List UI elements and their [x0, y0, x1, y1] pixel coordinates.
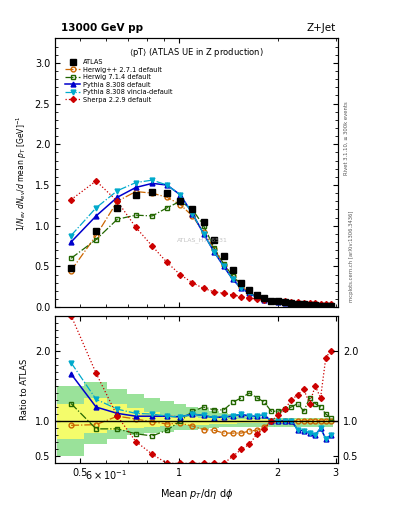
Text: Z+Jet: Z+Jet [307, 23, 336, 33]
Text: Rivet 3.1.10, ≥ 300k events: Rivet 3.1.10, ≥ 300k events [343, 101, 348, 175]
Text: ATLAS_H736531: ATLAS_H736531 [177, 237, 228, 243]
Text: $\langle$pT$\rangle$ (ATLAS UE in Z production): $\langle$pT$\rangle$ (ATLAS UE in Z prod… [129, 47, 264, 59]
Text: 13000 GeV pp: 13000 GeV pp [61, 23, 143, 33]
X-axis label: Mean $p_T$/d$\eta$ d$\phi$: Mean $p_T$/d$\eta$ d$\phi$ [160, 487, 233, 501]
Text: mcplots.cern.ch [arXiv:1306.3436]: mcplots.cern.ch [arXiv:1306.3436] [349, 210, 354, 302]
Y-axis label: Ratio to ATLAS: Ratio to ATLAS [20, 359, 29, 420]
Legend: ATLAS, Herwig++ 2.7.1 default, Herwig 7.1.4 default, Pythia 8.308 default, Pythi: ATLAS, Herwig++ 2.7.1 default, Herwig 7.… [64, 58, 174, 104]
Y-axis label: $1/N_{ev}\ dN_{ev}/d\ \mathrm{mean}\ p_T\ [\mathrm{GeV}]^{-1}$: $1/N_{ev}\ dN_{ev}/d\ \mathrm{mean}\ p_T… [15, 115, 29, 230]
